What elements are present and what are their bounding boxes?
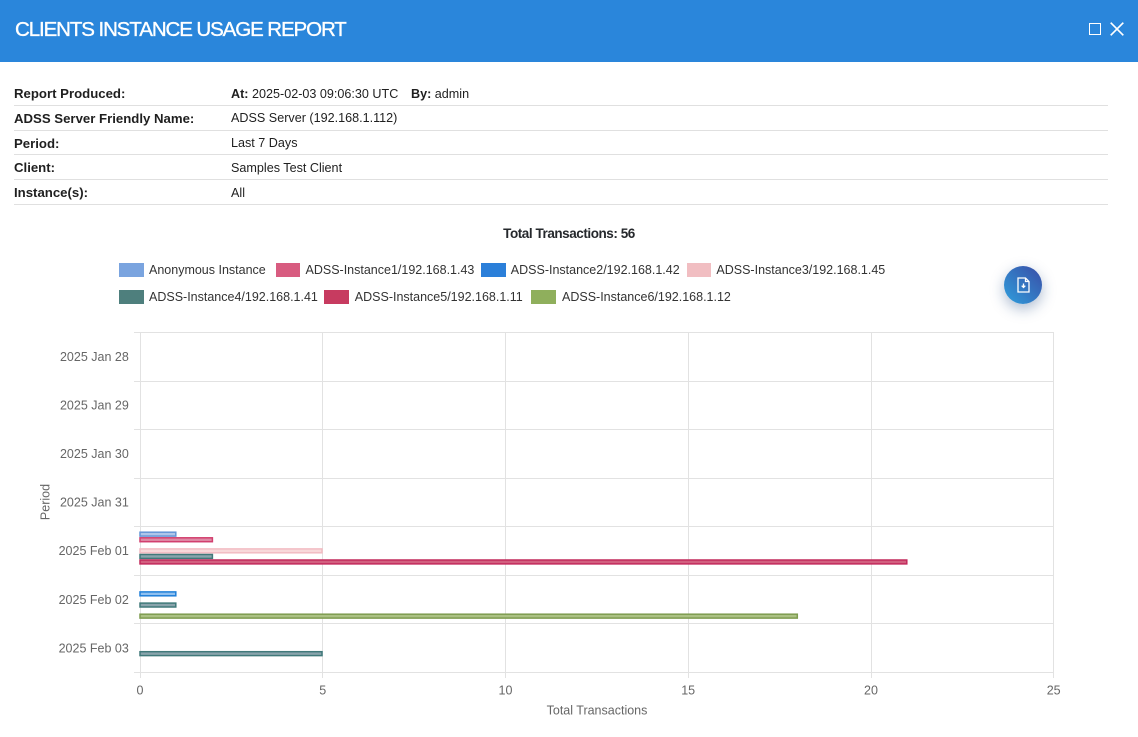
svg-text:20: 20 xyxy=(864,684,878,698)
svg-text:0: 0 xyxy=(137,684,144,698)
svg-text:2025 Feb 02: 2025 Feb 02 xyxy=(59,593,129,607)
svg-text:15: 15 xyxy=(681,684,695,698)
svg-text:2025 Jan 28: 2025 Jan 28 xyxy=(60,350,129,364)
svg-text:2025 Jan 31: 2025 Jan 31 xyxy=(60,496,129,510)
svg-text:2025 Jan 30: 2025 Jan 30 xyxy=(60,447,129,461)
svg-text:Period: Period xyxy=(39,484,53,520)
svg-text:25: 25 xyxy=(1047,684,1061,698)
svg-text:2025 Feb 03: 2025 Feb 03 xyxy=(59,641,129,655)
svg-text:2025 Jan 29: 2025 Jan 29 xyxy=(60,398,129,412)
svg-text:2025 Feb 01: 2025 Feb 01 xyxy=(59,544,129,558)
svg-text:5: 5 xyxy=(319,684,326,698)
svg-text:Total Transactions: Total Transactions xyxy=(547,704,648,718)
svg-text:10: 10 xyxy=(499,684,513,698)
